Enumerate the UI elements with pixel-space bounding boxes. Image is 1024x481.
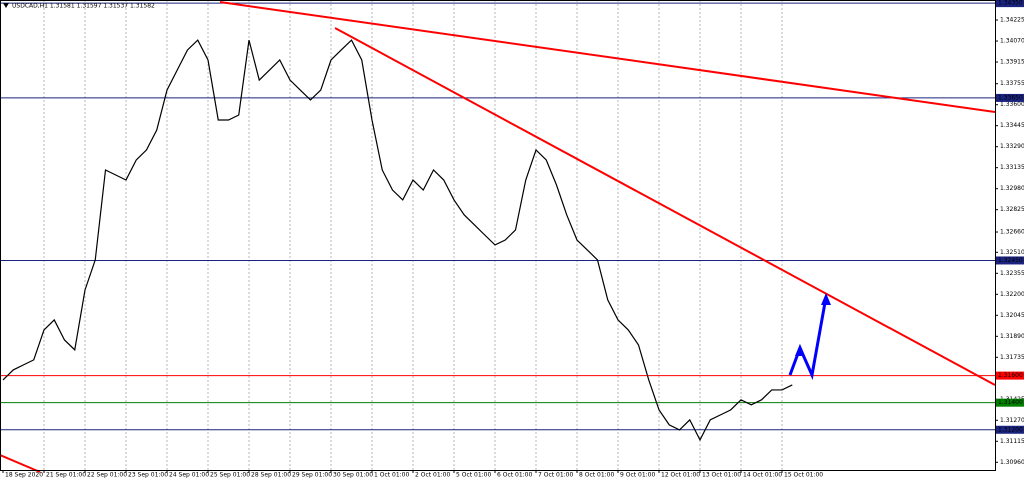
x-tick-label: 6 Oct 01:00: [497, 472, 532, 479]
plot: [0, 2, 995, 442]
y-tick-label: 1.30960: [1000, 459, 1024, 466]
x-tick-label: 13 Oct 01:00: [702, 472, 741, 479]
y-tick-label: 1.32200: [1000, 291, 1024, 298]
x-tick-label: 30 Sep 01:00: [333, 472, 373, 479]
y-tick-label: 1.32825: [1000, 206, 1024, 213]
plot-border: [0, 0, 996, 471]
trendline: [334, 27, 996, 386]
chart-title: USDCAD,H1 1.31581 1.31597 1.31537 1.3158…: [12, 3, 155, 10]
y-tick-label: 1.32660: [1000, 229, 1024, 236]
trendline: [219, 1, 996, 113]
y-tick-label: 1.33135: [1000, 164, 1024, 171]
arrow-head: [821, 293, 831, 305]
y-tick-label: 1.33755: [1000, 80, 1024, 87]
y-tick-label: 1.32510: [1000, 249, 1024, 256]
y-tick-label: 1.31270: [1000, 417, 1024, 424]
y-tick-label: 1.33600: [1000, 101, 1024, 108]
y-tick-label: 1.31115: [1000, 438, 1024, 445]
x-tick-label: 8 Oct 01:00: [579, 472, 614, 479]
y-tick-label: 1.32355: [1000, 270, 1024, 277]
x-tick-label: 18 Sep 2020: [5, 472, 43, 479]
x-tick-label: 5 Oct 01:00: [456, 472, 491, 479]
level-label-box: [996, 398, 1024, 407]
level-label-box: [996, 371, 1024, 380]
x-tick-label: 23 Sep 01:00: [128, 472, 168, 479]
y-tick-label: 1.31890: [1000, 333, 1024, 340]
y-tick-label: 1.31735: [1000, 354, 1024, 361]
y-tick-label: 1.34070: [1000, 38, 1024, 45]
level-label-box: [996, 0, 1024, 8]
x-tick-label: 15 Oct 01:00: [784, 472, 823, 479]
level-label: 1.31600: [998, 372, 1023, 379]
forecast-arrow: [788, 296, 828, 381]
x-tick-label: 9 Oct 01:00: [620, 472, 655, 479]
y-tick-label: 1.34225: [1000, 17, 1024, 24]
y-tick-label: 1.32045: [1000, 312, 1024, 319]
x-tick-label: 2 Oct 01:00: [415, 472, 450, 479]
level-label-box: [996, 93, 1024, 102]
x-tick-label: 28 Sep 01:00: [251, 472, 291, 479]
menu-icon[interactable]: [3, 3, 9, 8]
x-tick-label: 7 Oct 01:00: [538, 472, 573, 479]
x-tick-label: 14 Oct 01:00: [743, 472, 782, 479]
x-tick-label: 24 Sep 01:00: [169, 472, 209, 479]
level-label: 1.31400: [998, 399, 1023, 406]
x-tick-label: 25 Sep 01:00: [210, 472, 250, 479]
level-label: 1.32450: [998, 257, 1023, 264]
x-tick-label: 22 Sep 01:00: [87, 472, 127, 479]
level-label-box: [996, 256, 1024, 265]
level-label-box: [996, 425, 1024, 434]
x-tick-label: 12 Oct 01:00: [661, 472, 700, 479]
trendline: [0, 454, 41, 473]
x-tick-label: 21 Sep 01:00: [46, 472, 86, 479]
arrow-head: [795, 344, 805, 356]
y-tick-label: 1.33915: [1000, 59, 1024, 66]
y-tick-label: 1.33290: [1000, 143, 1024, 150]
level-label: 1.31200: [998, 426, 1023, 433]
level-label: 1.34350: [998, 0, 1023, 7]
x-tick-label: 29 Sep 01:00: [292, 472, 332, 479]
level-label: 1.33650: [998, 94, 1023, 101]
x-tick-label: 1 Oct 01:00: [374, 472, 409, 479]
y-tick-label: 1.33445: [1000, 122, 1024, 129]
price-line: [2, 39, 793, 442]
y-tick-label: 1.32980: [1000, 185, 1024, 192]
